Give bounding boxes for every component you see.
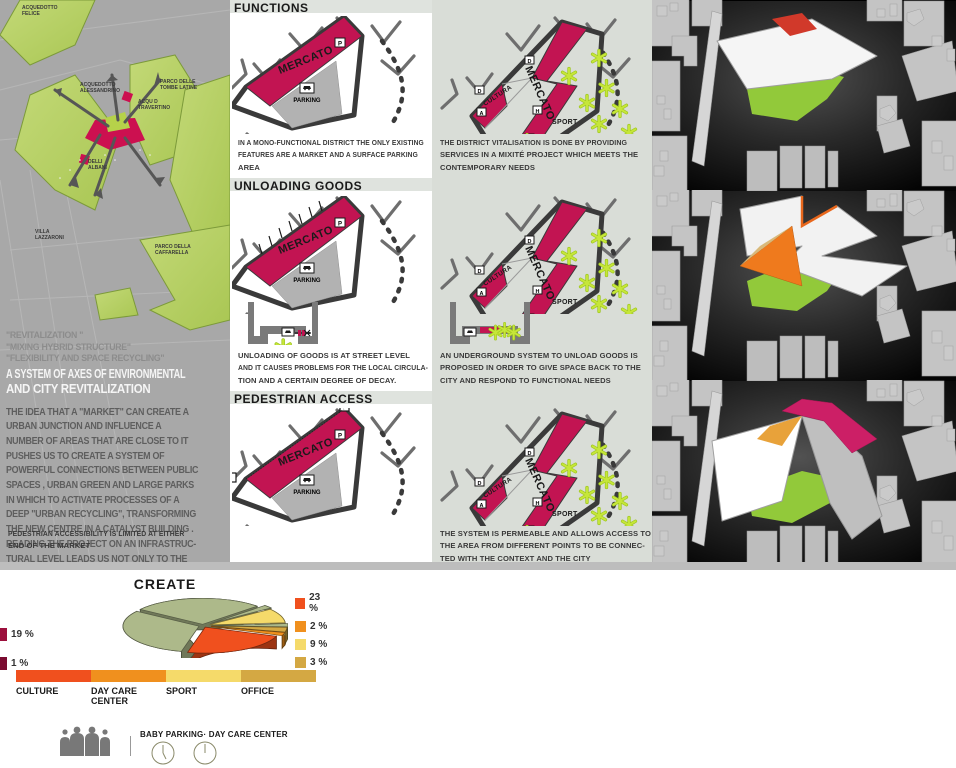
svg-text:TRAVERTINO: TRAVERTINO bbox=[138, 105, 170, 111]
svg-text:LAZZARONI: LAZZARONI bbox=[35, 235, 64, 241]
svg-text:TOMBE LATINE: TOMBE LATINE bbox=[160, 85, 198, 91]
svg-text:ALESSANDRINO: ALESSANDRINO bbox=[80, 88, 120, 94]
svg-text:FELICE: FELICE bbox=[22, 11, 40, 17]
svg-text:CAFFARELLA: CAFFARELLA bbox=[155, 250, 189, 256]
svg-text:ALBANI: ALBANI bbox=[88, 165, 107, 171]
